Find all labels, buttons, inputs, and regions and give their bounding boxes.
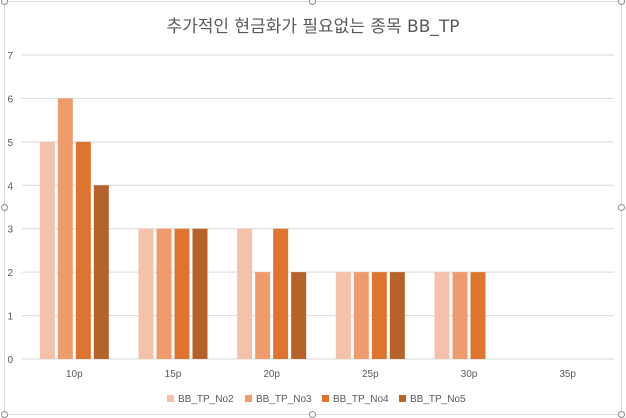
legend-swatch: [245, 395, 252, 402]
x-tick-label: 15p: [165, 369, 182, 380]
resize-handle-middle-left[interactable]: [1, 204, 8, 211]
x-tick-label: 25p: [362, 369, 379, 380]
bar-bb-tp-no3-10p[interactable]: [57, 98, 73, 359]
x-tick-label: 30p: [461, 369, 478, 380]
x-tick-label: 35p: [559, 369, 576, 380]
resize-handle-top-left[interactable]: [1, 0, 8, 5]
bar-bb-tp-no2-25p[interactable]: [335, 272, 351, 359]
x-tick-label: 10p: [66, 369, 83, 380]
y-tick-label: 7: [7, 51, 13, 62]
bar-bb-tp-no5-15p[interactable]: [192, 228, 208, 359]
bar-bb-tp-no4-15p[interactable]: [174, 228, 190, 359]
bar-bb-tp-no2-30p[interactable]: [434, 272, 450, 359]
legend: BB_TP_No2 BB_TP_No3 BB_TP_No4 BB_TP_No5: [167, 394, 466, 405]
legend-swatch: [322, 395, 329, 402]
bar-bb-tp-no4-10p[interactable]: [75, 141, 91, 359]
y-tick-label: 4: [7, 181, 13, 192]
legend-label[interactable]: BB_TP_No4: [333, 394, 389, 405]
bar-bb-tp-no2-10p[interactable]: [39, 141, 55, 359]
bar-bb-tp-no5-25p[interactable]: [389, 272, 405, 359]
legend-label[interactable]: BB_TP_No2: [178, 394, 234, 405]
legend-swatch: [399, 395, 406, 402]
resize-handle-top-center[interactable]: [309, 0, 316, 5]
bar-bb-tp-no3-30p[interactable]: [452, 272, 468, 359]
bar-bb-tp-no3-20p[interactable]: [255, 272, 271, 359]
legend-label[interactable]: BB_TP_No3: [256, 394, 312, 405]
bar-bb-tp-no4-30p[interactable]: [470, 272, 486, 359]
x-axis-ticks: 10p 15p 20p 25p 30p 35p: [66, 369, 576, 380]
bar-bb-tp-no2-20p[interactable]: [237, 228, 253, 359]
bar-bb-tp-no4-25p[interactable]: [371, 272, 387, 359]
gridlines: [22, 54, 614, 360]
y-tick-label: 6: [7, 94, 13, 105]
bar-bb-tp-no3-15p[interactable]: [156, 228, 172, 359]
y-axis-ticks: 0 1 2 3 4 5 6 7: [7, 51, 13, 366]
chart-title: 추가적인 현금화가 필요없는 종목 BB_TP: [166, 17, 460, 37]
y-tick-label: 3: [7, 225, 13, 236]
y-tick-label: 1: [7, 312, 13, 323]
bar-bb-tp-no3-25p[interactable]: [353, 272, 369, 359]
legend-label[interactable]: BB_TP_No5: [410, 394, 466, 405]
resize-handle-middle-right[interactable]: [618, 204, 625, 211]
bar-bb-tp-no2-15p[interactable]: [138, 228, 154, 359]
legend-swatch: [167, 395, 174, 402]
bars: [39, 98, 486, 359]
bar-bb-tp-no4-20p[interactable]: [273, 228, 289, 359]
y-tick-label: 2: [7, 268, 13, 279]
resize-handle-top-right[interactable]: [618, 0, 625, 5]
bar-bb-tp-no5-10p[interactable]: [93, 185, 109, 359]
y-tick-label: 0: [7, 355, 13, 366]
bar-bb-tp-no5-20p[interactable]: [291, 272, 307, 359]
y-tick-label: 5: [7, 138, 13, 149]
x-tick-label: 20p: [263, 369, 280, 380]
